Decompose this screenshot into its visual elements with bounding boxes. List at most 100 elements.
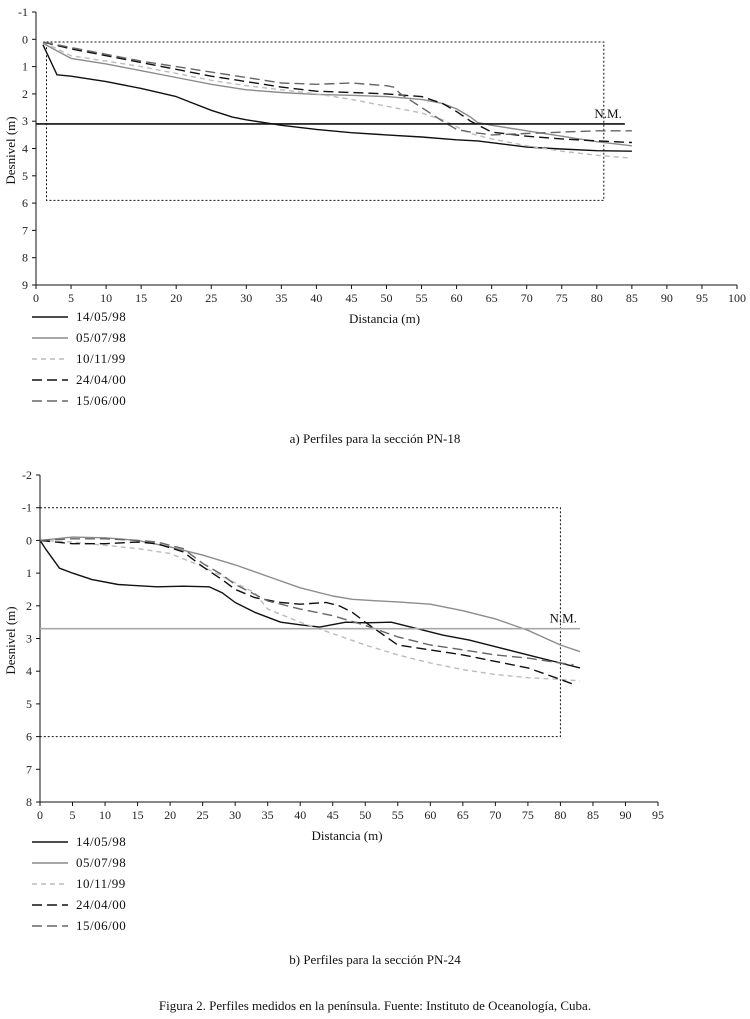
x-axis-title: Distancia (m) (311, 828, 382, 843)
x-tick-label: 20 (170, 291, 182, 305)
x-tick-label: 15 (132, 808, 144, 822)
y-tick-label: -1 (18, 5, 28, 19)
legend-label: 14/05/98 (76, 833, 127, 849)
x-tick-label: 10 (99, 808, 111, 822)
y-tick-label: 1 (26, 566, 32, 580)
legend-item: 14/05/98 (32, 831, 126, 852)
legend-item: 15/06/00 (32, 915, 126, 936)
legend-swatch (32, 399, 68, 402)
series-line-24-04-00 (42, 41, 632, 144)
legend-label: 15/06/00 (76, 917, 127, 933)
x-tick-label: 35 (275, 291, 287, 305)
legend-swatch (32, 336, 68, 339)
x-tick-label: 0 (33, 291, 39, 305)
x-tick-label: 0 (37, 808, 43, 822)
x-tick-label: 50 (381, 291, 393, 305)
y-tick-label: 8 (26, 795, 32, 809)
caption-b: b) Perfiles para la sección PN-24 (289, 952, 461, 967)
legend-swatch (32, 357, 68, 360)
series-line-14-05-98 (39, 540, 581, 669)
x-tick-label: 45 (327, 808, 339, 822)
legend-swatch (32, 315, 68, 318)
x-tick-label: 60 (424, 808, 436, 822)
legend-swatch (32, 378, 68, 381)
x-tick-label: 55 (392, 808, 404, 822)
y-tick-label: 5 (22, 169, 28, 183)
x-tick-label: 100 (728, 291, 746, 305)
legend-item: 05/07/98 (32, 327, 126, 348)
series-line-05-07-98 (39, 536, 581, 653)
x-tick-label: 25 (197, 808, 209, 822)
legend-item: 05/07/98 (32, 852, 126, 873)
x-tick-label: 70 (521, 291, 533, 305)
legend-swatch (32, 861, 68, 864)
series-line-14-05-98 (42, 44, 632, 152)
y-tick-label: -1 (22, 501, 32, 515)
series-line-05-07-98 (42, 42, 632, 147)
x-tick-label: 40 (294, 808, 306, 822)
x-tick-label: 45 (345, 291, 357, 305)
x-tick-label: 15 (135, 291, 147, 305)
x-tick-label: 5 (70, 808, 76, 822)
x-tick-label: 5 (68, 291, 74, 305)
y-tick-label: 3 (26, 632, 32, 646)
y-tick-label: 7 (26, 762, 32, 776)
y-tick-label: 8 (22, 251, 28, 265)
x-tick-label: 50 (359, 808, 371, 822)
legend-label: 24/04/00 (76, 371, 127, 387)
legend-item: 24/04/00 (32, 369, 126, 390)
x-tick-label: 30 (240, 291, 252, 305)
x-tick-label: 80 (591, 291, 603, 305)
legend-label: 10/11/99 (76, 875, 126, 891)
x-tick-label: 85 (587, 808, 599, 822)
y-tick-label: 3 (22, 114, 28, 128)
y-tick-label: 2 (26, 599, 32, 613)
legend-a: 14/05/98 05/07/98 10/11/99 24/04/00 15/06/00 (32, 306, 126, 411)
y-axis-title: Desnivel (m) (3, 116, 18, 184)
nm-label: N.M. (594, 106, 621, 121)
nm-label: N.M. (549, 611, 576, 626)
series-line-24-04-00 (39, 539, 574, 685)
y-tick-label: 7 (22, 223, 28, 237)
x-tick-label: 40 (310, 291, 322, 305)
y-tick-label: 6 (26, 730, 32, 744)
series-line-10-11-99 (39, 539, 580, 682)
x-tick-label: 85 (626, 291, 638, 305)
legend-label: 24/04/00 (76, 896, 127, 912)
caption-a: a) Perfiles para la sección PN-18 (289, 431, 461, 446)
x-tick-label: 55 (416, 291, 428, 305)
x-tick-label: 20 (164, 808, 176, 822)
y-axis-title: Desnivel (m) (3, 606, 18, 674)
x-tick-label: 25 (205, 291, 217, 305)
legend-swatch (32, 840, 68, 843)
y-tick-label: 1 (22, 60, 28, 74)
x-tick-label: 95 (696, 291, 708, 305)
legend-swatch (32, 903, 68, 906)
figure-caption: Figura 2. Perfiles medidos en la penínsu… (158, 998, 592, 1013)
x-tick-label: 65 (486, 291, 498, 305)
y-tick-label: 2 (22, 87, 28, 101)
x-axis-title: Distancia (m) (349, 311, 420, 326)
series-line-15-06-00 (39, 538, 574, 666)
x-tick-label: 65 (457, 808, 469, 822)
legend-label: 10/11/99 (76, 350, 126, 366)
y-tick-label: 0 (26, 533, 32, 547)
legend-label: 15/06/00 (76, 392, 127, 408)
y-tick-label: 6 (22, 196, 28, 210)
legend-swatch (32, 924, 68, 927)
y-tick-label: -2 (22, 468, 32, 482)
x-tick-label: 60 (451, 291, 463, 305)
legend-label: 05/07/98 (76, 854, 127, 870)
legend-item: 15/06/00 (32, 390, 126, 411)
y-tick-label: 4 (22, 142, 28, 156)
x-tick-label: 95 (652, 808, 664, 822)
highlight-box (46, 41, 605, 201)
legend-swatch (32, 882, 68, 885)
x-tick-label: 75 (522, 808, 534, 822)
series-line-10-11-99 (42, 41, 632, 159)
x-tick-label: 90 (619, 808, 631, 822)
y-tick-label: 0 (22, 32, 28, 46)
x-tick-label: 75 (556, 291, 568, 305)
